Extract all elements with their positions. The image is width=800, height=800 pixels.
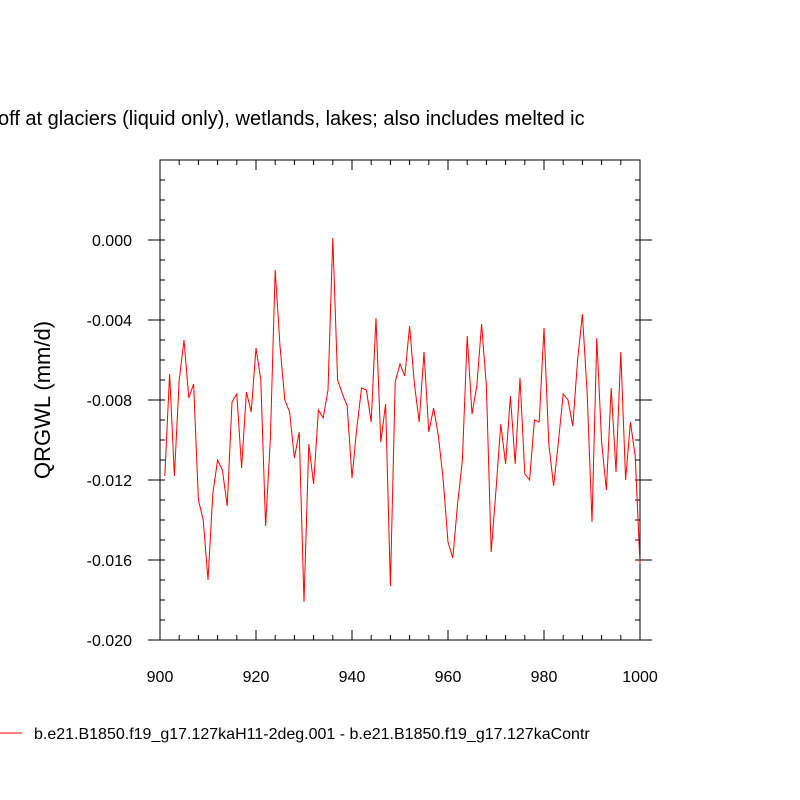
x-axis-tick-labels: 900 920 940 960 980 1000 xyxy=(147,669,658,686)
y-tick-label: -0.016 xyxy=(87,553,132,570)
series-group xyxy=(164,237,641,603)
x-tick-label: 1000 xyxy=(622,669,658,686)
y-tick-label: -0.012 xyxy=(87,473,132,490)
y-tick-label: 0.000 xyxy=(92,233,132,250)
axis-ticks xyxy=(148,159,652,641)
y-tick-label: -0.020 xyxy=(87,633,132,650)
y-axis-tick-labels: 0.000 -0.004 -0.008 -0.012 -0.016 -0.020 xyxy=(87,233,132,650)
legend: b.e21.B1850.f19_g17.127kaH11-2deg.001 - … xyxy=(0,726,590,743)
y-tick-label: -0.004 xyxy=(87,313,132,330)
x-tick-label: 980 xyxy=(531,669,558,686)
y-tick-label: -0.008 xyxy=(87,393,132,410)
x-tick-label: 960 xyxy=(435,669,462,686)
x-tick-label: 940 xyxy=(339,669,366,686)
y-axis-label: QRGWL (mm/d) xyxy=(30,321,55,479)
legend-label: b.e21.B1850.f19_g17.127kaH11-2deg.001 - … xyxy=(34,726,590,743)
series-line xyxy=(164,237,641,603)
chart-title: off at glaciers (liquid only), wetlands,… xyxy=(0,108,585,130)
x-tick-label: 920 xyxy=(243,669,270,686)
x-tick-label: 900 xyxy=(147,669,174,686)
